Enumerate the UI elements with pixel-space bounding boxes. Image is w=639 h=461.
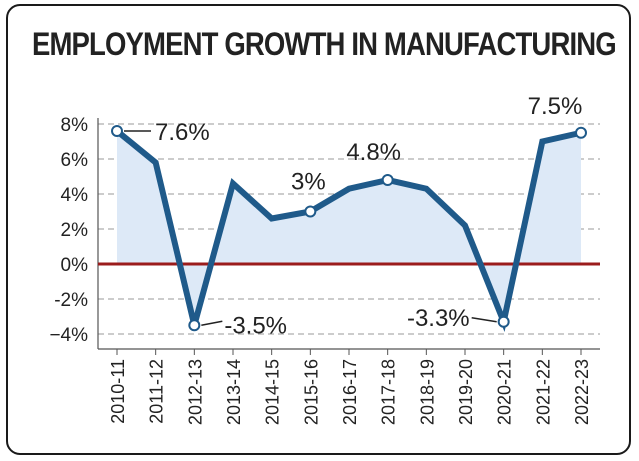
data-label: 4.8% [346, 139, 401, 166]
data-point-marker [381, 174, 394, 186]
y-tick-label: 6% [61, 150, 89, 171]
data-label: 3% [291, 169, 326, 196]
x-tick-label: 2018-19 [417, 359, 437, 425]
annotation-leader [471, 317, 497, 323]
y-tick-label: -2% [54, 290, 88, 311]
x-tick-label: 2015-16 [301, 359, 321, 425]
x-tick-label: 2022-23 [572, 359, 592, 425]
data-point-marker [497, 315, 510, 328]
data-point-marker [188, 319, 201, 332]
y-tick-label: 2% [61, 220, 89, 241]
x-tick-label: 2017-18 [379, 359, 399, 425]
x-tick-label: 2010-11 [108, 359, 128, 424]
annotation-leader [201, 320, 223, 326]
x-tick-label: 2012-13 [185, 359, 205, 425]
x-tick-label: 2020-21 [495, 359, 515, 425]
data-label: 7.6% [155, 119, 210, 146]
x-tick-label: 2021-22 [533, 359, 553, 425]
x-tick-label: 2011-12 [147, 359, 167, 424]
x-tick-label: 2019-20 [456, 359, 476, 425]
y-tick-label: 0% [61, 255, 89, 276]
y-tick-label: 8% [61, 115, 89, 136]
data-point-marker [304, 205, 317, 218]
data-point-marker [575, 126, 587, 139]
area-fill [117, 131, 581, 326]
y-tick-label: −4% [49, 325, 88, 346]
data-label: -3.5% [224, 312, 287, 339]
x-tick-label: 2016-17 [340, 359, 360, 425]
x-tick-label: 2013-14 [224, 359, 244, 425]
x-tick-label: 2014-15 [263, 359, 283, 425]
chart-title: EMPLOYMENT GROWTH IN MANUFACTURING [32, 26, 617, 62]
data-label: 7.5% [528, 93, 583, 120]
data-label: -3.3% [407, 305, 470, 332]
y-tick-label: 4% [61, 185, 89, 206]
data-point-marker [111, 125, 123, 137]
